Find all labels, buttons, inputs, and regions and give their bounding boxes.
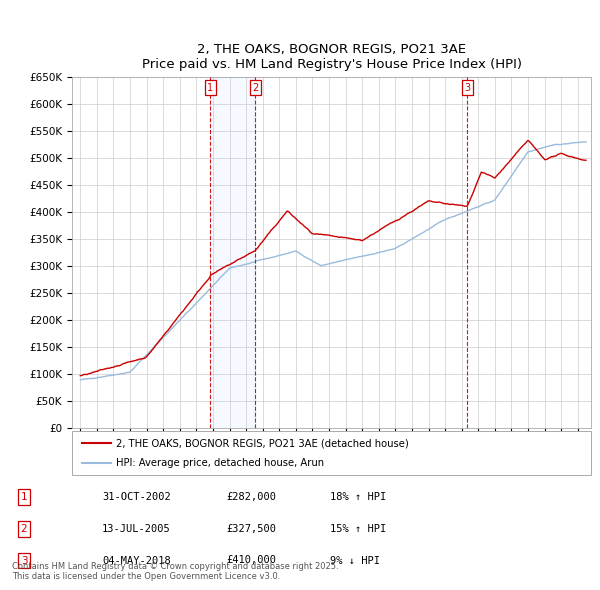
Text: HPI: Average price, detached house, Arun: HPI: Average price, detached house, Arun <box>116 458 324 467</box>
Text: 2: 2 <box>20 524 28 533</box>
Text: 2, THE OAKS, BOGNOR REGIS, PO21 3AE (detached house): 2, THE OAKS, BOGNOR REGIS, PO21 3AE (det… <box>116 438 409 448</box>
Title: 2, THE OAKS, BOGNOR REGIS, PO21 3AE
Price paid vs. HM Land Registry's House Pric: 2, THE OAKS, BOGNOR REGIS, PO21 3AE Pric… <box>142 44 521 71</box>
Text: 3: 3 <box>20 556 28 565</box>
Bar <box>210 77 255 428</box>
Text: 13-JUL-2005: 13-JUL-2005 <box>102 524 171 533</box>
FancyBboxPatch shape <box>72 431 591 475</box>
Text: 1: 1 <box>207 83 213 93</box>
Text: £327,500: £327,500 <box>226 524 276 533</box>
Text: 04-MAY-2018: 04-MAY-2018 <box>102 556 171 565</box>
Text: £410,000: £410,000 <box>226 556 276 565</box>
Text: 31-OCT-2002: 31-OCT-2002 <box>102 492 171 502</box>
Text: 3: 3 <box>464 83 470 93</box>
Text: 1: 1 <box>20 492 28 502</box>
Text: 15% ↑ HPI: 15% ↑ HPI <box>330 524 386 533</box>
Text: 2: 2 <box>252 83 258 93</box>
Text: 18% ↑ HPI: 18% ↑ HPI <box>330 492 386 502</box>
Text: 9% ↓ HPI: 9% ↓ HPI <box>330 556 380 565</box>
Text: Contains HM Land Registry data © Crown copyright and database right 2025.
This d: Contains HM Land Registry data © Crown c… <box>12 562 338 581</box>
Text: £282,000: £282,000 <box>226 492 276 502</box>
